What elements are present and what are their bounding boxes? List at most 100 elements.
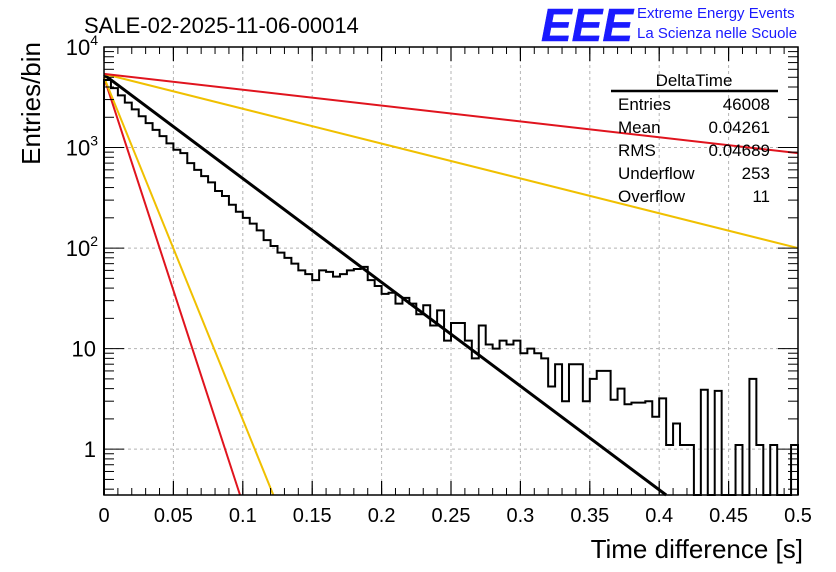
histogram-bin bbox=[319, 270, 326, 495]
x-tick-label: 0.4 bbox=[645, 505, 673, 527]
histogram-bin bbox=[312, 280, 319, 495]
histogram-bin bbox=[368, 280, 375, 495]
histogram-bin bbox=[666, 445, 673, 495]
histogram-bin bbox=[333, 277, 340, 495]
histogram-bin bbox=[465, 341, 472, 495]
histogram-bin bbox=[402, 298, 409, 495]
histogram-bin bbox=[222, 196, 229, 495]
stats-row-label: RMS bbox=[618, 141, 656, 160]
histogram-bin bbox=[756, 445, 763, 495]
histogram-bin bbox=[347, 270, 354, 495]
histogram-bin bbox=[472, 358, 479, 495]
histogram-bin bbox=[749, 379, 756, 495]
histogram-bin bbox=[493, 349, 500, 495]
eee-logo-mark: EEE bbox=[541, 0, 634, 51]
histogram-bin bbox=[173, 150, 180, 495]
histogram-bin bbox=[208, 182, 215, 495]
histogram-bin bbox=[430, 325, 437, 495]
histogram-bin bbox=[527, 349, 534, 495]
histogram-bin bbox=[625, 404, 632, 495]
histogram-bin bbox=[257, 230, 264, 495]
histogram-bin bbox=[423, 305, 430, 495]
rate-bound-red-shallow-curve bbox=[103, 72, 799, 155]
histogram-bin bbox=[486, 344, 493, 495]
histogram-bin bbox=[638, 403, 645, 495]
histogram-bin bbox=[604, 371, 611, 495]
histogram-bin bbox=[701, 390, 708, 495]
histogram-bin bbox=[354, 269, 361, 495]
histogram-bin bbox=[652, 417, 659, 495]
histogram-bin bbox=[271, 246, 278, 495]
histogram-bin bbox=[375, 286, 382, 495]
histogram-bin bbox=[298, 270, 305, 495]
histogram-bin bbox=[680, 445, 687, 495]
histogram-bin bbox=[631, 403, 638, 495]
histogram-bin bbox=[118, 95, 125, 495]
x-axis-title: Time difference [s] bbox=[591, 534, 803, 564]
histogram-bin bbox=[611, 400, 618, 495]
x-tick-label: 0.15 bbox=[293, 505, 332, 527]
histogram-bin bbox=[153, 130, 160, 495]
y-axis-title: Entries/bin bbox=[16, 42, 46, 165]
histogram-bin bbox=[479, 325, 486, 495]
histogram-bars bbox=[103, 78, 799, 496]
stats-box-title: DeltaTime bbox=[656, 71, 733, 90]
x-tick-label: 0.2 bbox=[368, 505, 396, 527]
histogram-bin bbox=[250, 224, 257, 495]
histogram-bin bbox=[513, 341, 520, 495]
histogram-bin bbox=[534, 353, 541, 495]
histogram-bin bbox=[326, 272, 333, 495]
x-tick-label: 0 bbox=[98, 505, 109, 527]
rate-bound-red-steep-curve bbox=[103, 76, 241, 496]
y-tick-label: 1 bbox=[84, 437, 96, 462]
histogram-bin bbox=[618, 389, 625, 495]
histogram-bin bbox=[451, 323, 458, 495]
x-tick-label: 0.3 bbox=[506, 505, 534, 527]
stats-row-label: Mean bbox=[618, 118, 661, 137]
x-tick-label: 0.45 bbox=[709, 505, 748, 527]
histogram-bin bbox=[229, 205, 236, 495]
stats-row-label: Overflow bbox=[618, 187, 686, 206]
histogram-bin bbox=[395, 304, 402, 495]
stats-row-label: Underflow bbox=[618, 164, 695, 183]
histogram-bin bbox=[597, 371, 604, 495]
rate-bound-yellow-shallow-curve bbox=[103, 72, 799, 250]
histogram-bin bbox=[548, 386, 555, 495]
x-tick-label: 0.05 bbox=[154, 505, 193, 527]
histogram-bin bbox=[104, 80, 111, 495]
histogram-outline bbox=[103, 78, 799, 496]
axes: 0 0.05 0.1 0.15 0.2 0.25 0.3 0.35 0.4 0.45 0.5 1 10 1… bbox=[66, 32, 812, 527]
histogram-bin bbox=[389, 293, 396, 495]
stats-row-value: 0.04261 bbox=[709, 118, 770, 137]
y-tick-label: 102 bbox=[66, 233, 98, 261]
histogram-bin bbox=[160, 136, 167, 495]
y-tick-label: 104 bbox=[66, 32, 98, 60]
eee-logo-line1: Extreme Energy Events bbox=[637, 5, 795, 22]
eee-logo-line2: La Scienza nelle Scuole bbox=[637, 25, 797, 42]
histogram-bin bbox=[284, 258, 291, 495]
histogram-bin bbox=[645, 401, 652, 495]
histogram-bin bbox=[166, 143, 173, 495]
histogram-bin bbox=[278, 253, 285, 495]
histogram-bin bbox=[687, 445, 694, 495]
histogram-bin bbox=[791, 445, 798, 495]
x-tick-label: 0.1 bbox=[229, 505, 257, 527]
histogram-bin bbox=[736, 445, 743, 495]
rate-bound-yellow-steep-curve bbox=[103, 76, 275, 496]
histogram-bin bbox=[583, 401, 590, 495]
histogram-bin bbox=[187, 163, 194, 495]
stats-row-value: 0.04689 bbox=[709, 141, 770, 160]
histogram-bin bbox=[562, 401, 569, 495]
histogram-bin bbox=[569, 364, 576, 495]
eee-logo: EEE Extreme Energy Events La Scienza nel… bbox=[541, 0, 797, 51]
stats-box-rows: Entries 46008 Mean 0.04261 RMS 0.04689 Underfl… bbox=[618, 95, 770, 206]
histogram-bin bbox=[243, 218, 250, 495]
histogram-bin bbox=[146, 123, 153, 495]
histogram-bin bbox=[659, 398, 666, 495]
histogram-bin bbox=[409, 304, 416, 495]
histogram-bin bbox=[444, 341, 451, 495]
x-tick-label: 0.25 bbox=[432, 505, 471, 527]
stats-row-value: 46008 bbox=[723, 95, 770, 114]
stats-row-value: 11 bbox=[752, 187, 770, 206]
